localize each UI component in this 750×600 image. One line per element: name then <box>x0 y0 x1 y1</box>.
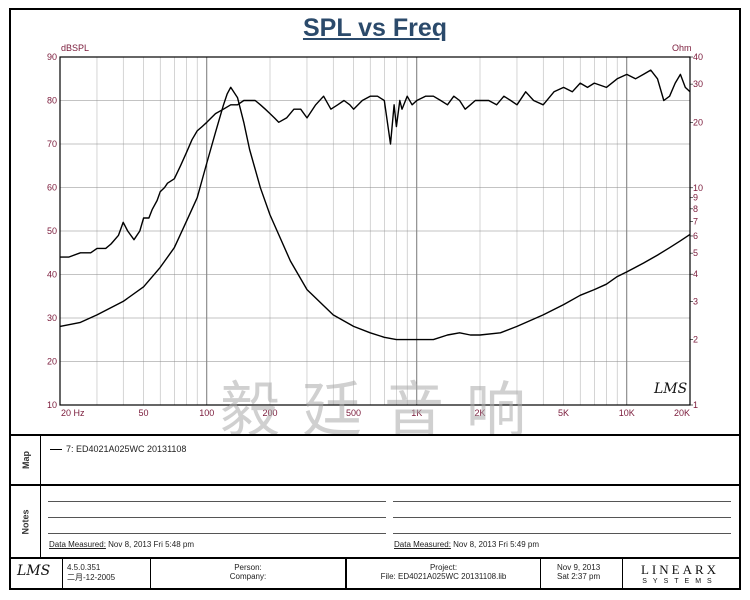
y-left-tick-label: 30 <box>47 313 57 323</box>
y-right-tick-label: 20 <box>693 117 703 127</box>
map-panel <box>11 434 739 484</box>
map-legend[interactable]: 7: ED4021A025WC 20131108 <box>50 444 186 454</box>
version: 4.5.0.351 <box>67 563 101 572</box>
notes-line[interactable] <box>393 533 731 534</box>
y-right-unit: Ohm <box>672 43 692 53</box>
x-tick-label: 5K <box>558 408 569 418</box>
plot-area-border <box>59 56 691 406</box>
y-left-tick-label: 80 <box>47 96 57 106</box>
y-left-tick-label: 50 <box>47 226 57 236</box>
y-right-tick-label: 3 <box>693 296 698 306</box>
notes-line[interactable] <box>48 501 386 502</box>
y-right-tick-label: 1 <box>693 400 698 410</box>
y-left-tick-label: 10 <box>47 400 57 410</box>
y-right-tick-label: 7 <box>693 216 698 226</box>
file-label: File: ED4021A025WC 20131108.lib <box>380 572 507 581</box>
company-label: Company: <box>229 572 267 581</box>
footer-logo-cell: LMS <box>11 559 63 589</box>
y-left-tick-label: 60 <box>47 183 57 193</box>
y-right-tick-label: 6 <box>693 231 698 241</box>
y-left-tick-label: 40 <box>47 270 57 280</box>
y-left-tick-label: 20 <box>47 357 57 367</box>
build-date: 二月-12-2005 <box>67 573 116 582</box>
notes-panel <box>11 484 739 559</box>
footer-person-cell: Person: Company: <box>151 559 346 589</box>
lms-signature: LMS <box>654 381 688 397</box>
left-measured-label: Data Measured: <box>49 540 106 549</box>
grid <box>59 56 691 406</box>
footer-date-cell: Nov 9, 2013 Sat 2:37 pm <box>541 559 623 589</box>
y-right-tick-label: 4 <box>693 269 698 279</box>
right-measured-label: Data Measured: <box>394 540 451 549</box>
footer-project-cell: Project: File: ED4021A025WC 20131108.lib <box>346 559 541 589</box>
series-group <box>59 69 691 341</box>
x-tick-label: 100 <box>199 408 214 418</box>
left-measured: Data Measured: Nov 8, 2013 Fri 5:48 pm <box>49 540 194 549</box>
notes-line[interactable] <box>393 517 731 518</box>
x-tick-label: 1K <box>411 408 422 418</box>
notes-line[interactable] <box>393 501 731 502</box>
y-left-ticks: 10 20 30 40 50 60 70 80 90 <box>47 52 57 410</box>
notes-line[interactable] <box>48 533 386 534</box>
chart-title: SPL vs Freq <box>302 14 448 42</box>
chart-frame <box>9 8 741 590</box>
x-ticks: 20 Hz 50 100 200 500 1K 2K 5K 10K 20K <box>61 408 690 418</box>
left-measured-value: Nov 8, 2013 Fri 5:48 pm <box>108 540 194 549</box>
footer-version-cell: 4.5.0.351 二月-12-2005 <box>63 559 151 589</box>
project-label: Project: <box>429 563 458 572</box>
y-right-tick-label: 30 <box>693 79 703 89</box>
impedance-line <box>59 86 691 341</box>
x-tick-label: 50 <box>139 408 149 418</box>
y-right-tick-label: 40 <box>693 52 703 62</box>
footer-time: Sat 2:37 pm <box>557 572 601 581</box>
right-measured: Data Measured: Nov 8, 2013 Fri 5:49 pm <box>394 540 539 549</box>
y-right-tick-label: 8 <box>693 204 698 214</box>
footer-date: Nov 9, 2013 <box>557 563 601 572</box>
x-tick-label: 20 Hz <box>61 408 85 418</box>
logo-small: SYSTEMS <box>642 578 718 585</box>
y-right-tick-label: 5 <box>693 248 698 258</box>
spl-line <box>60 69 691 258</box>
y-right-tick-label: 9 <box>693 193 698 203</box>
footer-lms-logo: LMS <box>17 563 51 579</box>
x-tick-label: 10K <box>619 408 635 418</box>
x-tick-label: 20K <box>674 408 690 418</box>
x-tick-label: 200 <box>262 408 277 418</box>
person-label: Person: <box>234 563 262 572</box>
x-tick-label: 2K <box>474 408 485 418</box>
y-right-tick-label: 10 <box>693 183 703 193</box>
legend-label: 7: ED4021A025WC 20131108 <box>66 444 187 454</box>
logo-big: LINEARX <box>640 562 720 577</box>
map-label: Map <box>20 451 31 469</box>
linearx-logo: LINEARX SYSTEMS <box>626 562 734 585</box>
footer-panel <box>11 557 739 590</box>
y-right-tick-label: 2 <box>693 335 698 345</box>
x-tick-label: 500 <box>346 408 361 418</box>
map-side-label: Map <box>11 436 41 484</box>
notes-side-label: Notes <box>11 486 41 558</box>
y-left-tick-label: 70 <box>47 139 57 149</box>
notes-label: Notes <box>20 509 31 535</box>
y-left-tick-label: 90 <box>47 52 57 62</box>
notes-line[interactable] <box>48 517 386 518</box>
right-measured-value: Nov 8, 2013 Fri 5:49 pm <box>453 540 539 549</box>
y-left-unit: dBSPL <box>61 43 89 53</box>
legend-swatch <box>50 448 62 450</box>
